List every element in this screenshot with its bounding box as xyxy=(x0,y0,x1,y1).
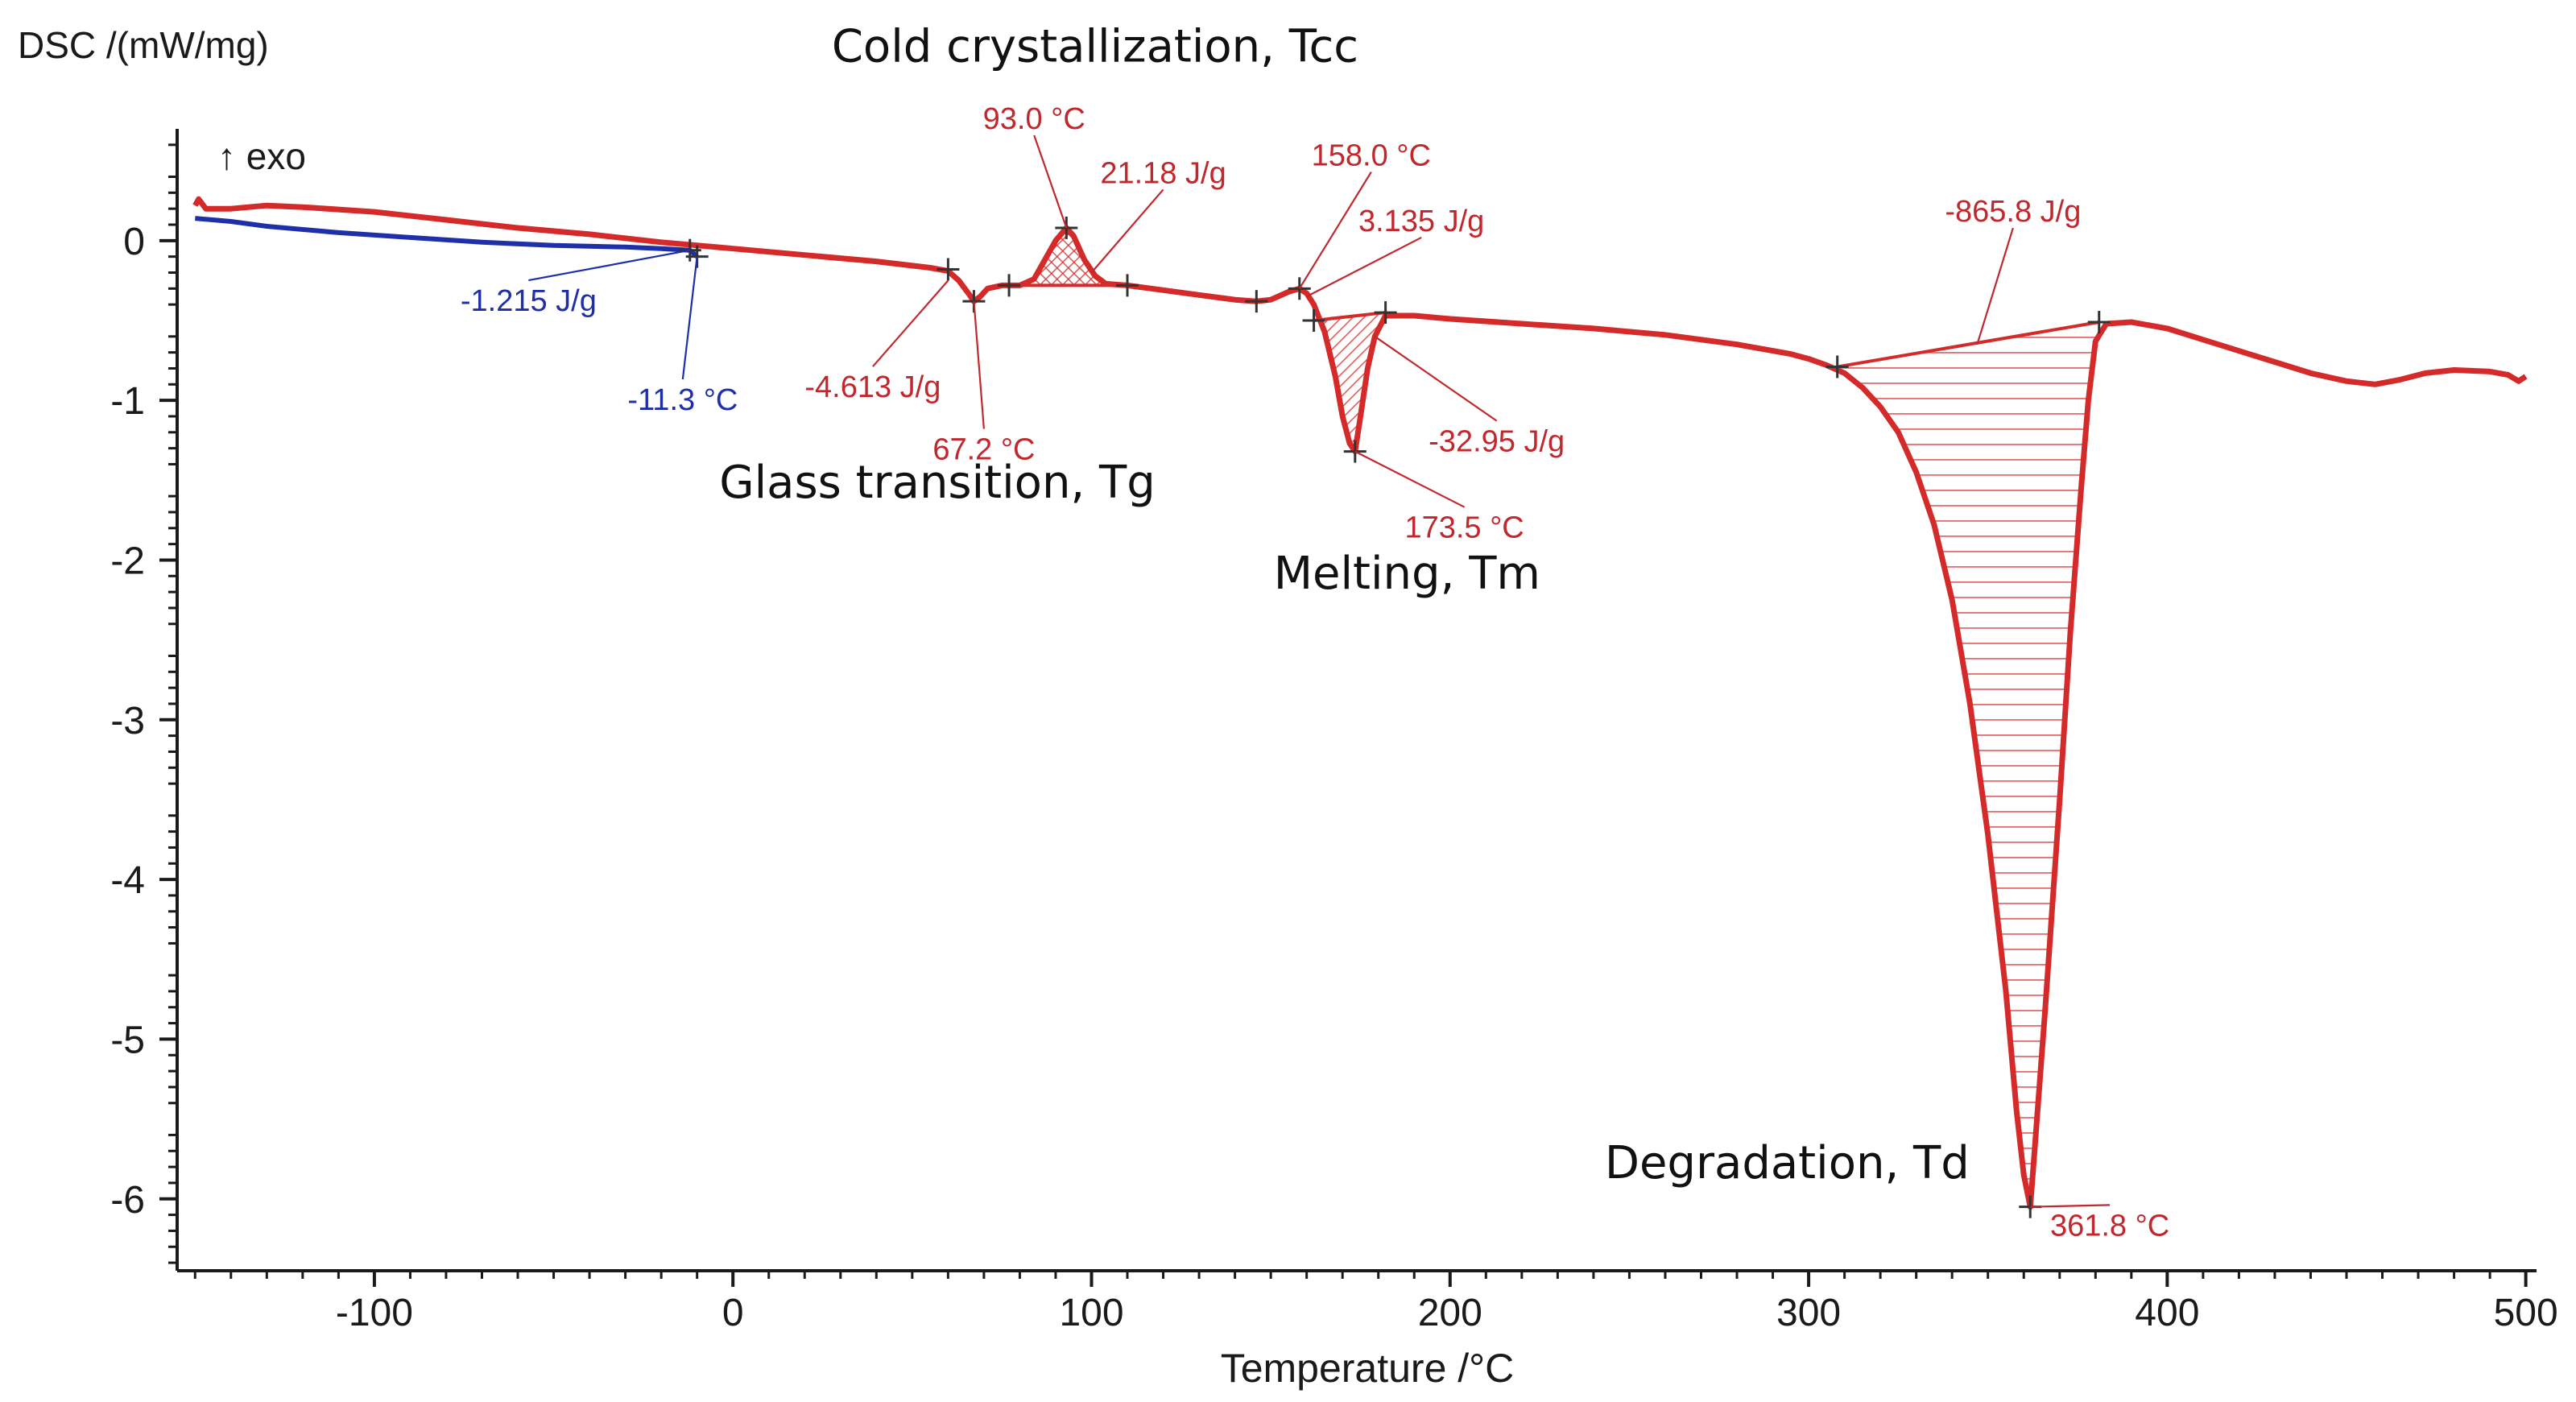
annotation-label: -1.215 J/g xyxy=(461,284,597,318)
y-tick-label: -6 xyxy=(110,1179,145,1222)
annotations: -1.215 J/g -11.3 °C 93.0 °C 21.18 J/g -4.613… xyxy=(461,21,2169,1243)
x-tick-label: 200 xyxy=(1418,1292,1482,1334)
cross-marker xyxy=(937,258,960,281)
annotation-leader xyxy=(1354,450,1466,508)
cross-marker xyxy=(998,274,1021,297)
annotation-leader xyxy=(1976,227,2014,345)
y-tick-label: -5 xyxy=(110,1019,145,1061)
annotation-label: -11.3 °C xyxy=(627,383,738,417)
annotation-leader xyxy=(528,249,690,282)
axes xyxy=(176,129,2537,1272)
y-tick-label: -1 xyxy=(110,380,145,423)
cross-marker xyxy=(1826,355,1849,378)
cross-marker xyxy=(1302,308,1325,332)
annotation-leader xyxy=(1033,134,1068,229)
axis-ticks: -100 0 100 200 300 400 500 0 -1 -2 -3 -4 -5 -6 xyxy=(110,143,2558,1334)
annotation-leader xyxy=(1090,188,1164,274)
annotation-label: 361.8 °C xyxy=(2050,1209,2169,1243)
annotation-label: -32.95 J/g xyxy=(1429,425,1565,459)
cross-marker xyxy=(1374,301,1397,325)
annotation-leader xyxy=(1374,335,1498,422)
dsc-curves xyxy=(192,196,2528,1210)
y-tick-label: -4 xyxy=(110,859,145,902)
annotation-label: 21.18 J/g xyxy=(1100,156,1226,190)
peak-baseline xyxy=(1837,320,2100,369)
event-label: Glass transition, Tg xyxy=(719,457,1156,509)
annotation-label: 173.5 °C xyxy=(1404,511,1524,545)
y-tick-label: -2 xyxy=(110,540,145,582)
peak-baseline xyxy=(1313,311,1386,322)
annotation-leader xyxy=(681,256,698,380)
x-tick-label: 100 xyxy=(1059,1292,1123,1334)
exo-direction-label: ↑ exo xyxy=(217,135,306,177)
red-dsc-curve xyxy=(192,196,2528,1210)
x-tick-label: 300 xyxy=(1776,1292,1841,1334)
peak-area-hatching xyxy=(1009,227,2100,1195)
event-label: Melting, Tm xyxy=(1274,548,1540,600)
annotation-label: 158.0 °C xyxy=(1312,139,1431,173)
blue-dsc-curve xyxy=(195,216,699,258)
x-tick-label: 0 xyxy=(722,1292,744,1334)
annotation-leader xyxy=(872,279,949,367)
cross-marker xyxy=(2087,310,2111,333)
annotation-leader xyxy=(1306,236,1422,298)
cross-marker xyxy=(1245,290,1268,313)
annotation-leader xyxy=(973,301,985,429)
annotation-label: -865.8 J/g xyxy=(1945,195,2081,229)
y-axis-title: DSC /(mW/mg) xyxy=(18,24,269,66)
x-axis-title: Temperature /°C xyxy=(1221,1346,1515,1391)
cross-marker xyxy=(1116,274,1139,297)
event-label: Cold crystallization, Tcc xyxy=(832,21,1358,73)
annotation-label: -4.613 J/g xyxy=(804,370,941,404)
x-tick-label: 500 xyxy=(2494,1292,2558,1334)
annotation-label: 67.2 °C xyxy=(932,433,1035,467)
annotation-label: 3.135 J/g xyxy=(1358,205,1484,238)
y-tick-label: -3 xyxy=(110,700,145,742)
y-tick-label: 0 xyxy=(123,221,145,263)
x-tick-label: -100 xyxy=(336,1292,413,1334)
annotation-leader xyxy=(1298,172,1372,289)
annotation-leader xyxy=(2030,1204,2111,1208)
annotation-label: 93.0 °C xyxy=(983,102,1085,136)
x-tick-label: 400 xyxy=(2135,1292,2199,1334)
event-label: Degradation, Td xyxy=(1605,1137,1970,1189)
event-markers xyxy=(678,216,2111,1218)
